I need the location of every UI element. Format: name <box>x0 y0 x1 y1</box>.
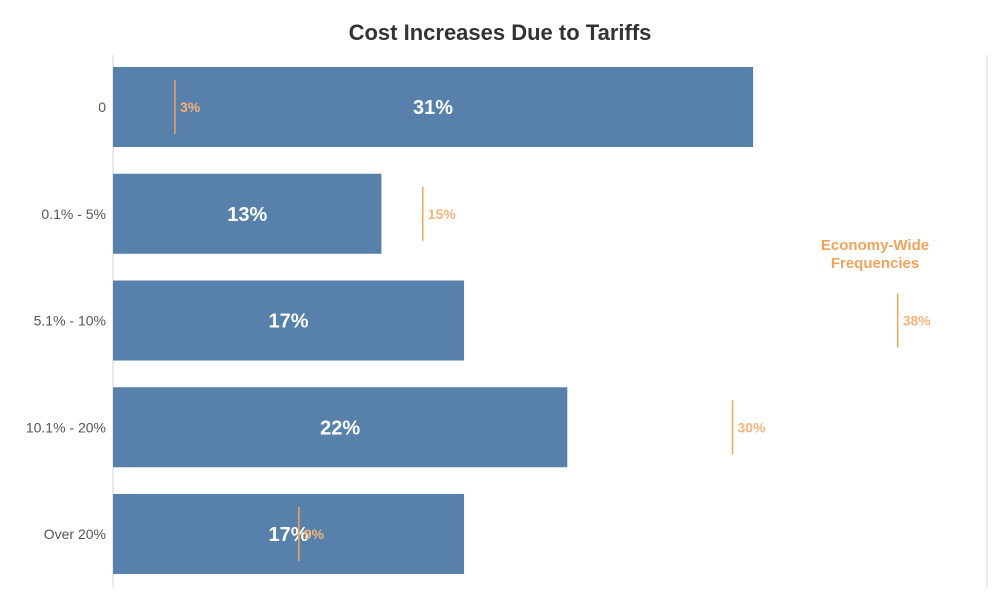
reference-annotation-line: Frequencies <box>831 255 919 272</box>
chart-title: Cost Increases Due to Tariffs <box>349 20 652 45</box>
bar <box>113 387 568 468</box>
bar-value-label: 17% <box>269 524 309 546</box>
reference-value-label: 15% <box>428 206 457 222</box>
bar <box>113 173 382 254</box>
bar-value-label: 13% <box>227 204 267 226</box>
category-label: 0 <box>98 99 106 115</box>
category-label: 10.1% - 20% <box>26 419 106 435</box>
axis-layer: 0 0.1% - 5% 5.1% - 10% 10.1% - 20% Over 20% <box>26 55 988 587</box>
category-label: Over 20% <box>44 526 106 542</box>
category-label: 5.1% - 10% <box>34 313 106 329</box>
reference-value-label: 30% <box>738 419 767 435</box>
bar <box>113 280 465 361</box>
bar-value-label: 22% <box>320 417 360 439</box>
reference-layer: 3% 15% 38% 30% 9% <box>174 80 932 561</box>
reference-value-label: 9% <box>304 526 325 542</box>
reference-value-label: 38% <box>903 313 932 329</box>
reference-annotation-line: Economy-Wide <box>821 237 929 254</box>
category-label: 0.1% - 5% <box>41 206 106 222</box>
bar-value-label: 17% <box>269 311 309 333</box>
bar-value-label: 31% <box>413 97 453 119</box>
bar <box>113 67 754 147</box>
reference-value-label: 3% <box>180 99 201 115</box>
bar-layer: 31% 13% 17% 22% 17% <box>113 67 754 574</box>
bar <box>113 494 465 574</box>
